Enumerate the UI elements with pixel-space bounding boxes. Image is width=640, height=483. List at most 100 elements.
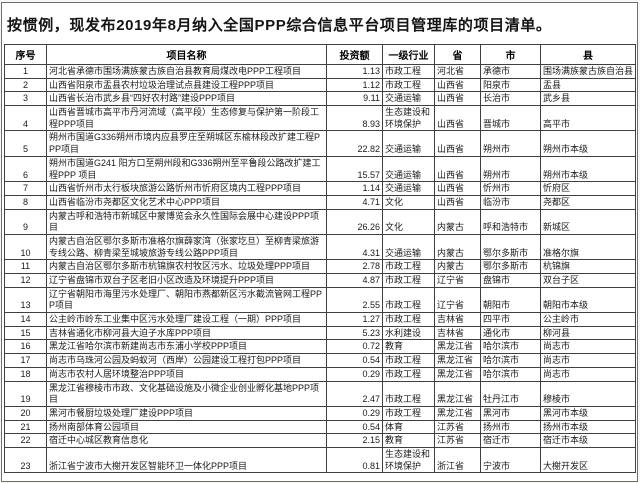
cell-industry: 市政工程 — [382, 64, 435, 79]
table-row: 4 山西省晋城市高平市丹河流域（高平段）生态修复与保护第一阶段工程PPP项目 8… — [4, 105, 636, 132]
table-row: 5 朔州市国道G336朔州市境内应县罗庄至朔城区东榆林段改扩建工程PPP项目 2… — [4, 130, 636, 157]
table-row: 22 宿迁中心城区教育信息化 2.15 教育 江苏省 宿迁市 宿迁市本级 — [4, 433, 636, 448]
cell-investment: 4.31 — [326, 233, 383, 261]
cell-city: 扬州市 — [480, 419, 541, 435]
cell-project-name: 山西省阳泉市盂县农村垃圾治理试点县建设工程PPP项目 — [46, 77, 327, 93]
cell-province: 浙江省 — [434, 446, 481, 474]
cell-investment: 0.29 — [326, 366, 383, 382]
cell-project-name: 扬州南部体育公园项目 — [46, 419, 327, 435]
cell-no: 5 — [4, 130, 47, 157]
table-row: 8 山西省临汾市尧都区文化艺术中心PPP项目 4.71 文化 山西省 临汾市 尧… — [4, 194, 636, 210]
cell-project-name: 黑河市餐厨垃圾处理厂建设PPP项目 — [46, 405, 327, 421]
cell-investment: 8.93 — [326, 105, 383, 132]
cell-province: 山西省 — [434, 91, 481, 107]
cell-county: 尚志市 — [540, 353, 636, 368]
table-body: 1 河北省承德市围场满族蒙古族自治县教育局煤改电PPP工程项目 1.13 市政工… — [4, 64, 636, 474]
cell-province: 山西省 — [434, 194, 481, 210]
table-row: 9 内蒙古呼和浩特市新城区中蒙博览会永久性国际会展中心建设PPP项目 26.26… — [4, 208, 636, 235]
cell-county: 盂县 — [540, 77, 636, 93]
cell-no: 14 — [4, 312, 47, 327]
cell-no: 21 — [4, 419, 47, 435]
cell-city: 四平市 — [480, 312, 541, 327]
cell-industry: 交通运输 — [382, 233, 435, 261]
cell-industry: 教育 — [382, 433, 435, 448]
cell-city: 哈尔滨市 — [480, 353, 541, 368]
table-row: 3 山西省长治市武乡县“四好农村路”建设PPP项目 9.11 交通运输 山西省 … — [4, 91, 636, 107]
cell-province: 黑龙江省 — [434, 380, 481, 407]
cell-county: 围场满族蒙古族自治县 — [540, 64, 636, 79]
cell-industry: 市政工程 — [382, 380, 435, 407]
cell-county: 朝阳市本级 — [540, 286, 636, 314]
cell-industry: 市政工程 — [382, 273, 435, 288]
cell-investment: 2.55 — [326, 286, 383, 314]
cell-city: 朔州市 — [480, 155, 541, 183]
cell-industry: 市政工程 — [382, 286, 435, 314]
cell-county: 忻府区 — [540, 181, 636, 196]
cell-investment: 4.87 — [326, 273, 383, 288]
cell-industry: 水利建设 — [382, 325, 435, 341]
column-header-no: 序号 — [4, 44, 47, 65]
cell-city: 黑河市 — [480, 405, 541, 421]
cell-industry: 市政工程 — [382, 353, 435, 368]
table-row: 19 黑龙江省穆棱市市政、文化基础设施及小微企业创业孵化基地PPP项目 2.47… — [4, 380, 636, 407]
cell-project-name: 山西省晋城市高平市丹河流域（高平段）生态修复与保护第一阶段工程PPP项目 — [46, 105, 327, 132]
cell-county: 新城区 — [540, 208, 636, 235]
cell-project-name: 尚志市农村人居环境整治PPP项目 — [46, 366, 327, 382]
cell-no: 20 — [4, 405, 47, 421]
cell-investment: 5.23 — [326, 325, 383, 341]
cell-investment: 15.57 — [326, 155, 383, 183]
cell-city: 哈尔滨市 — [480, 366, 541, 382]
table-row: 16 黑龙江省哈尔滨市新建尚志市东浦小学校PPP项目 0.72 教育 黑龙江省 … — [4, 339, 636, 355]
cell-city: 宁波市 — [480, 446, 541, 474]
cell-no: 17 — [4, 353, 47, 368]
cell-city: 忻州市 — [480, 181, 541, 196]
cell-province: 黑龙江省 — [434, 339, 481, 355]
table-row: 17 尚志市乌珠河公园及蚂蚁河（西岸）公园建设工程打包PPP项目 0.54 市政… — [4, 353, 636, 368]
cell-no: 6 — [4, 155, 47, 183]
cell-investment: 0.54 — [326, 353, 383, 368]
cell-province: 内蒙古 — [434, 233, 481, 261]
cell-project-name: 黑龙江省哈尔滨市新建尚志市东浦小学校PPP项目 — [46, 339, 327, 355]
table-row: 18 尚志市农村人居环境整治PPP项目 0.29 市政工程 黑龙江省 哈尔滨市 … — [4, 366, 636, 382]
table-row: 10 内蒙古自治区鄂尔多斯市准格尔旗薛家湾（张家圪旦）至柳青梁旅游专线公路、柳青… — [4, 233, 636, 261]
table-row: 20 黑河市餐厨垃圾处理厂建设PPP项目 0.29 市政工程 黑龙江省 黑河市 … — [4, 405, 636, 421]
cell-county: 双台子区 — [540, 273, 636, 288]
cell-province: 辽宁省 — [434, 286, 481, 314]
cell-city: 宿迁市 — [480, 433, 541, 448]
cell-city: 鄂尔多斯市 — [480, 233, 541, 261]
cell-no: 22 — [4, 433, 47, 448]
cell-city: 长治市 — [480, 91, 541, 107]
cell-province: 内蒙古 — [434, 259, 481, 274]
cell-city: 晋城市 — [480, 105, 541, 132]
cell-city: 鄂尔多斯市 — [480, 259, 541, 274]
cell-city: 通化市 — [480, 325, 541, 341]
column-header-name: 项目名称 — [46, 44, 327, 65]
cell-industry: 市政工程 — [382, 77, 435, 93]
cell-province: 辽宁省 — [434, 273, 481, 288]
cell-industry: 生态建设和环境保护 — [382, 105, 435, 132]
cell-province: 吉林省 — [434, 325, 481, 341]
cell-province: 内蒙古 — [434, 208, 481, 235]
cell-industry: 体育 — [382, 419, 435, 435]
cell-project-name: 宿迁中心城区教育信息化 — [46, 433, 327, 448]
cell-no: 19 — [4, 380, 47, 407]
cell-project-name: 内蒙古呼和浩特市新城区中蒙博览会永久性国际会展中心建设PPP项目 — [46, 208, 327, 235]
page-title: 按惯例，现发布2019年8月纳入全国PPP综合信息平台项目管理库的项目清单。 — [7, 17, 552, 34]
cell-investment: 0.54 — [326, 419, 383, 435]
table-row: 14 公主岭市岭东工业集中区污水处理厂建设工程（一期）PPP项目 1.27 市政… — [4, 312, 636, 327]
cell-project-name: 河北省承德市围场满族蒙古族自治县教育局煤改电PPP工程项目 — [46, 64, 327, 79]
cell-province: 黑龙江省 — [434, 405, 481, 421]
column-header-county: 县 — [540, 44, 636, 65]
cell-investment: 2.78 — [326, 259, 383, 274]
table-row: 1 河北省承德市围场满族蒙古族自治县教育局煤改电PPP工程项目 1.13 市政工… — [4, 64, 636, 79]
cell-project-name: 黑龙江省穆棱市市政、文化基础设施及小微企业创业孵化基地PPP项目 — [46, 380, 327, 407]
cell-county: 尧都区 — [540, 194, 636, 210]
cell-industry: 交通运输 — [382, 130, 435, 157]
cell-province: 黑龙江省 — [434, 353, 481, 368]
cell-county: 朔州市本级 — [540, 155, 636, 183]
cell-province: 山西省 — [434, 155, 481, 183]
cell-province: 山西省 — [434, 130, 481, 157]
cell-investment: 0.81 — [326, 446, 383, 474]
cell-county: 大榭开发区 — [540, 446, 636, 474]
cell-county: 柳河县 — [540, 325, 636, 341]
